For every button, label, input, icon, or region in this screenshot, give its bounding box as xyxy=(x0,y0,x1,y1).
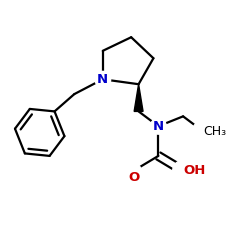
Circle shape xyxy=(95,71,111,87)
Polygon shape xyxy=(134,84,143,112)
Text: O: O xyxy=(128,171,139,184)
Circle shape xyxy=(173,160,194,181)
Text: N: N xyxy=(153,120,164,133)
Circle shape xyxy=(150,118,166,134)
Text: N: N xyxy=(97,73,108,86)
Circle shape xyxy=(126,163,141,178)
Text: OH: OH xyxy=(183,164,206,177)
Text: CH₃: CH₃ xyxy=(203,125,226,138)
Circle shape xyxy=(192,121,213,142)
